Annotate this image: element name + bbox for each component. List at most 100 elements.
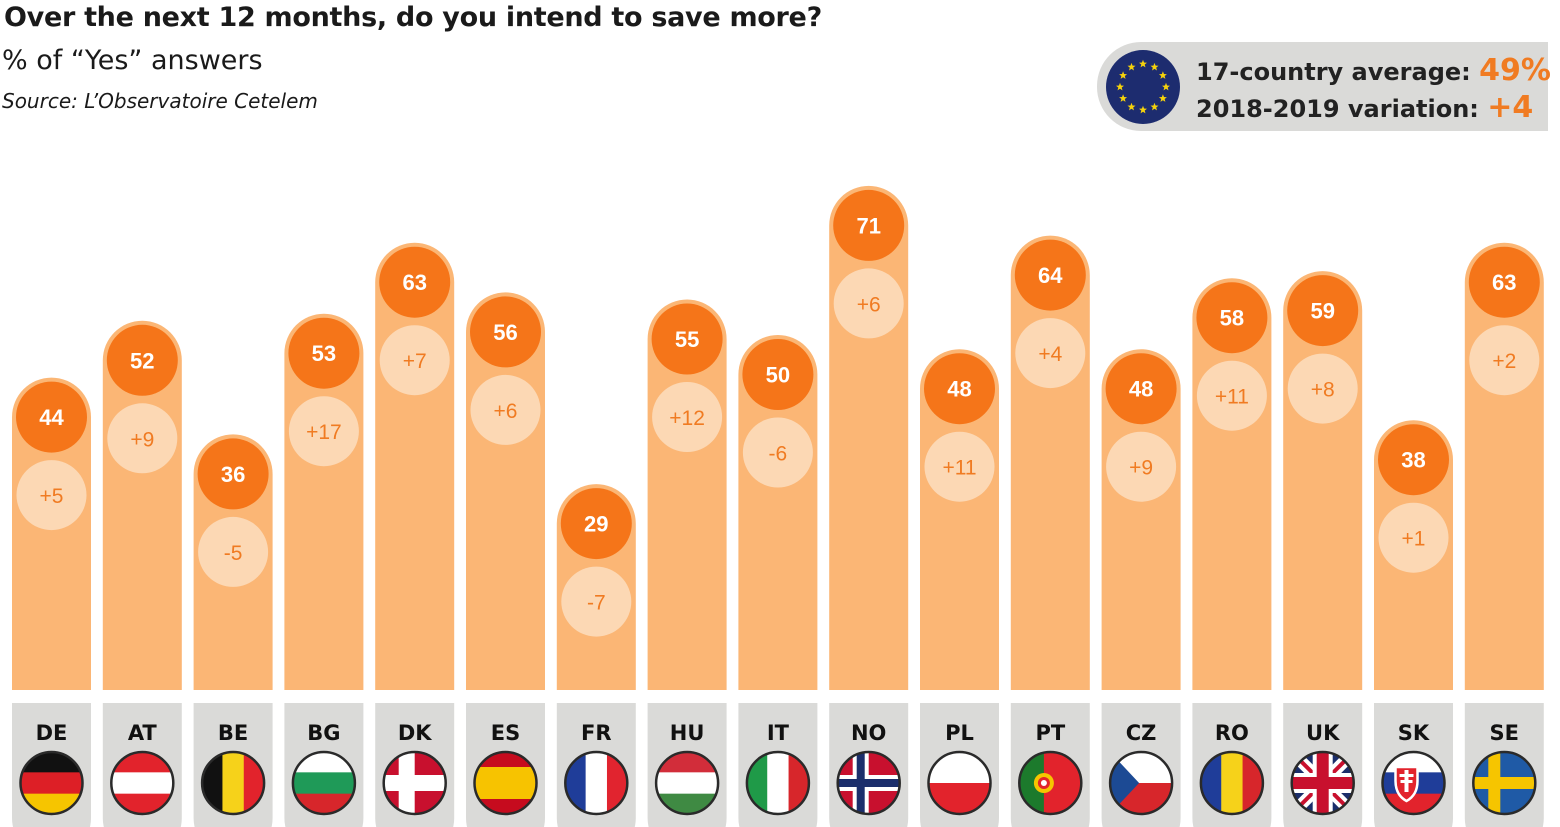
value-circle	[1014, 239, 1086, 311]
flag-ring	[1472, 750, 1537, 816]
eu-star	[1119, 71, 1128, 79]
variation-circle	[561, 566, 632, 637]
value-circle	[1105, 353, 1177, 425]
eu-star	[1158, 71, 1167, 79]
variation-label: +5	[40, 485, 64, 508]
flag-ring	[745, 750, 811, 816]
value-circle	[16, 381, 87, 453]
value-circle	[742, 339, 814, 410]
value-circle	[560, 488, 632, 560]
bar	[920, 349, 999, 690]
value-label: 59	[1310, 299, 1334, 324]
variation-circle	[1469, 325, 1540, 396]
flag-be-icon	[202, 752, 265, 814]
flag-ring	[473, 750, 538, 816]
country-label: ES	[491, 721, 520, 745]
variation-circle	[1287, 353, 1358, 424]
flag-ring	[19, 750, 84, 816]
flag-ring	[1199, 750, 1265, 816]
flag-ring	[291, 750, 357, 816]
flag-ring	[836, 750, 901, 816]
value-circle	[197, 438, 269, 510]
value-label: 38	[1401, 448, 1425, 473]
value-label: 64	[1038, 263, 1063, 288]
variation-circle	[924, 431, 995, 502]
eu-star	[1119, 94, 1128, 102]
eu-star	[1150, 62, 1159, 71]
flag-ring	[200, 750, 266, 816]
value-label: 50	[766, 363, 790, 388]
flag-dk-icon	[383, 752, 446, 814]
value-label: 48	[947, 377, 971, 402]
value-circle	[924, 353, 995, 425]
bar-group-uk: 59 +8 UK	[1283, 271, 1363, 827]
flag-no-icon	[837, 752, 900, 814]
eu-star	[1139, 105, 1147, 114]
variation-circle	[16, 460, 87, 531]
value-circle	[1287, 275, 1359, 347]
variation-circle	[833, 268, 904, 339]
country-label: PT	[1035, 721, 1065, 745]
country-label: CZ	[1126, 721, 1157, 745]
country-label: PL	[945, 721, 974, 745]
variation-circle	[198, 516, 269, 587]
value-label: 36	[221, 462, 245, 487]
bar-group-es: 56 +6 ES	[466, 292, 545, 827]
eu-star	[1150, 102, 1159, 111]
value-label: 71	[856, 213, 880, 238]
variation-circle	[652, 382, 723, 452]
value-circle	[379, 246, 451, 318]
value-label: 63	[1492, 270, 1516, 295]
chart-subtitle: % of “Yes” answers	[2, 45, 263, 76]
variation-value: +4	[1487, 90, 1534, 125]
average-label: 17-country average:	[1196, 58, 1471, 86]
variation-circle	[379, 325, 450, 396]
bar-group-sk: 38 +1 SK	[1374, 420, 1454, 827]
bar-group-it: 50 -6 IT	[738, 335, 818, 827]
country-label: SE	[1490, 721, 1519, 745]
eu-star	[1162, 82, 1170, 91]
bar-group-pt: 64 +4 PT	[1010, 235, 1090, 827]
eu-star	[1158, 94, 1167, 102]
flag-se-icon	[1473, 752, 1536, 814]
variation-label: +1	[1402, 528, 1426, 551]
bar-group-bg: 53 +17 BG	[284, 313, 364, 827]
country-label: DE	[36, 721, 68, 745]
country-label: FR	[581, 721, 612, 745]
value-label: 44	[39, 405, 64, 430]
variation-label: -5	[224, 542, 243, 565]
average-value: 49%	[1479, 53, 1551, 88]
value-label: 29	[584, 512, 608, 537]
average-summary-box: 17-country average: 49% 2018-2019 variat…	[1097, 42, 1551, 131]
variation-circle	[742, 417, 813, 488]
bar-group-no: 71 +6 NO	[829, 185, 909, 827]
value-label: 53	[312, 341, 336, 366]
flag-ring	[927, 750, 992, 816]
variation-label: +12	[669, 407, 705, 430]
variation-label: +11	[1215, 386, 1249, 409]
flag-ring	[1381, 750, 1446, 816]
bar	[829, 185, 909, 690]
value-circle	[106, 324, 178, 396]
variation-circle	[288, 396, 359, 467]
bar-group-fr: 29 -7 FR	[556, 484, 636, 827]
eu-star	[1116, 82, 1124, 91]
variation-circle	[1106, 431, 1177, 502]
value-label: 52	[130, 348, 154, 373]
value-circle	[470, 296, 541, 368]
eu-star	[1127, 102, 1136, 111]
country-label: BG	[307, 721, 340, 745]
value-circle	[833, 189, 905, 261]
flag-ring	[1290, 750, 1355, 816]
value-circle	[651, 303, 723, 375]
value-label: 56	[493, 320, 517, 345]
country-label: DK	[398, 721, 432, 745]
bar-group-pl: 48 +11 PL	[920, 349, 999, 827]
country-label: SK	[1398, 721, 1430, 745]
average-line: 17-country average: 49%	[1196, 53, 1551, 88]
variation-circle	[1196, 360, 1267, 431]
flag-ring	[1108, 750, 1174, 816]
value-circle	[1468, 246, 1540, 318]
bar-group-dk: 63 +7 DK	[375, 242, 455, 827]
